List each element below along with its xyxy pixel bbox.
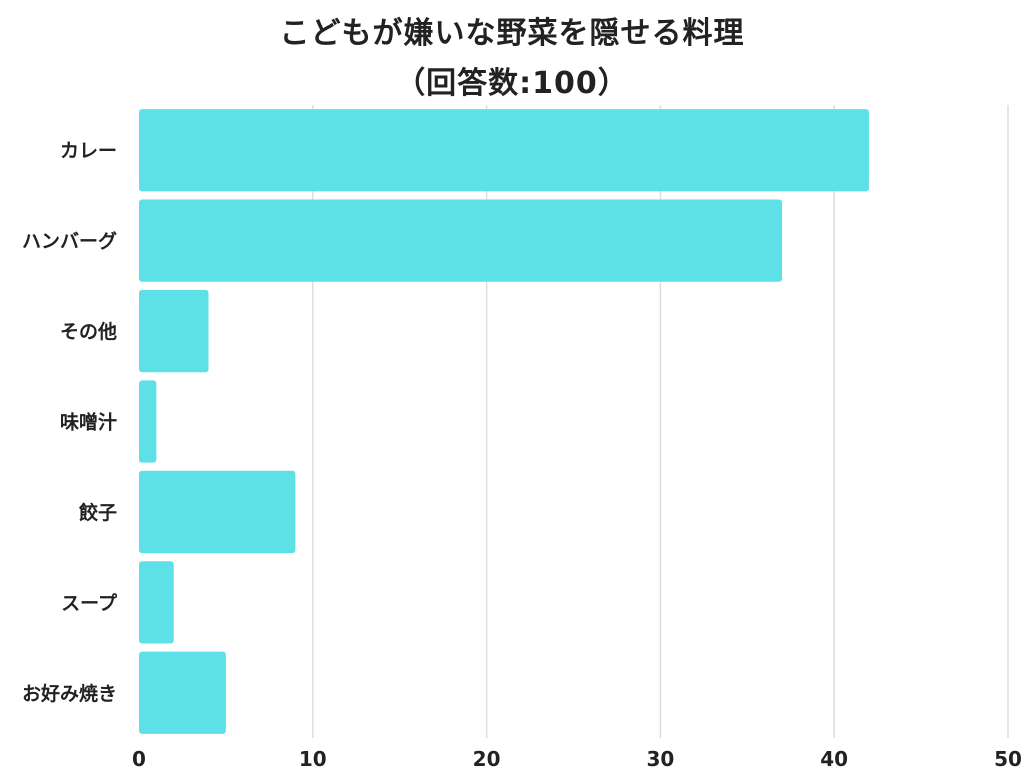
bar-5 xyxy=(139,561,174,644)
y-tick-label: スープ xyxy=(61,591,118,614)
x-tick-label: 20 xyxy=(473,747,501,768)
y-tick-label: 餃子 xyxy=(79,501,117,524)
bar-1 xyxy=(139,199,783,282)
x-tick-label: 0 xyxy=(132,747,146,768)
x-tick-label: 10 xyxy=(299,747,327,768)
y-tick-label: その他 xyxy=(60,320,117,343)
chart-title: こどもが嫌いな野菜を隠せる料理 xyxy=(279,16,745,51)
x-tick-label: 50 xyxy=(994,747,1022,768)
x-tick-label: 30 xyxy=(646,747,674,768)
y-tick-label: ハンバーグ xyxy=(22,230,117,253)
y-tick-label: お好み焼き xyxy=(22,682,117,705)
bar-2 xyxy=(139,289,209,373)
bar-3 xyxy=(139,380,157,463)
bar-0 xyxy=(139,109,869,192)
bar-6 xyxy=(139,651,226,734)
x-tick-label: 40 xyxy=(820,747,848,768)
bars xyxy=(139,109,869,734)
y-tick-label: カレー xyxy=(60,140,117,162)
x-tick-labels: 0 10 20 30 40 50 xyxy=(132,747,1022,768)
bar-4 xyxy=(139,470,296,554)
chart-subtitle: （回答数:100） xyxy=(395,66,629,101)
y-tick-label: 味噌汁 xyxy=(60,411,117,434)
